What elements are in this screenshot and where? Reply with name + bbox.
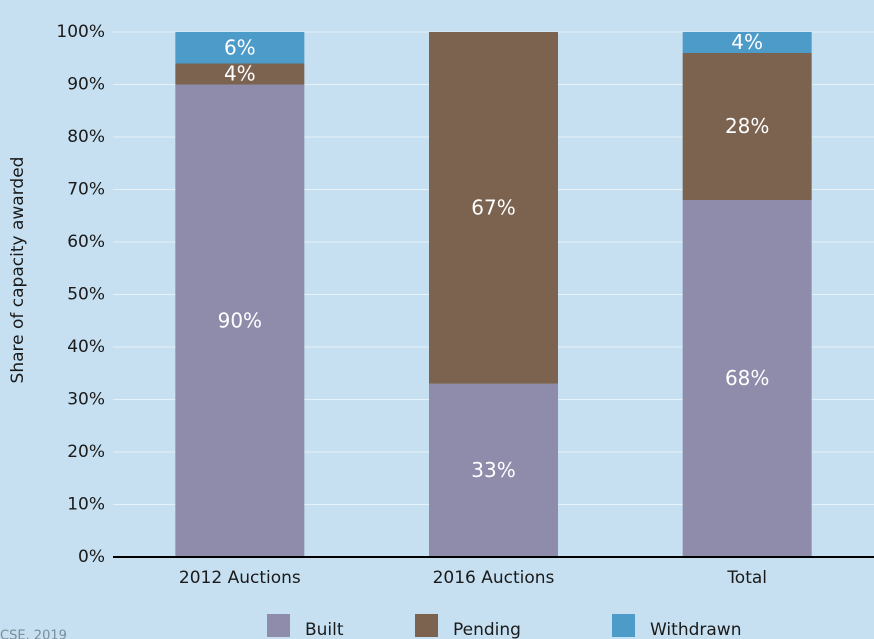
y-tick-label: 60% xyxy=(67,232,105,252)
y-tick-label: 80% xyxy=(67,127,105,147)
data-label: 33% xyxy=(471,458,515,482)
bar-segment xyxy=(175,63,305,85)
data-label: 90% xyxy=(218,308,262,332)
y-tick-label: 40% xyxy=(67,337,105,357)
y-tick-label: 30% xyxy=(67,390,105,410)
bar-segment xyxy=(682,32,812,53)
y-tick-label: 100% xyxy=(56,22,105,42)
y-tick-label: 50% xyxy=(67,285,105,305)
x-tick-label: 2012 Auctions xyxy=(179,568,301,588)
legend-swatch xyxy=(415,614,438,637)
bar-segment xyxy=(429,32,558,384)
legend-label: Built xyxy=(305,620,344,639)
y-axis-label: Share of capacity awarded xyxy=(8,157,28,384)
bar-segment xyxy=(429,383,558,557)
bar-segment xyxy=(175,32,305,64)
bar-segment xyxy=(682,200,812,557)
y-tick-label: 70% xyxy=(67,180,105,200)
data-label: 28% xyxy=(725,114,769,138)
data-label: 68% xyxy=(725,366,769,390)
source-note: CSE, 2019 xyxy=(0,629,67,639)
data-label: 67% xyxy=(471,195,515,219)
bar-segment xyxy=(682,53,812,200)
data-label: 4% xyxy=(224,62,256,86)
y-tick-label: 10% xyxy=(67,495,105,515)
y-tick-label: 20% xyxy=(67,442,105,462)
y-tick-label: 0% xyxy=(78,547,105,567)
legend-swatch xyxy=(267,614,290,637)
x-tick-label: 2016 Auctions xyxy=(433,568,555,588)
bar-segment xyxy=(175,84,305,557)
legend-swatch xyxy=(612,614,635,637)
legend-label: Withdrawn xyxy=(650,620,741,639)
data-label: 6% xyxy=(224,35,256,59)
y-tick-label: 90% xyxy=(67,75,105,95)
data-label: 4% xyxy=(731,30,763,54)
legend-label: Pending xyxy=(453,620,521,639)
x-tick-label: Total xyxy=(726,568,767,588)
